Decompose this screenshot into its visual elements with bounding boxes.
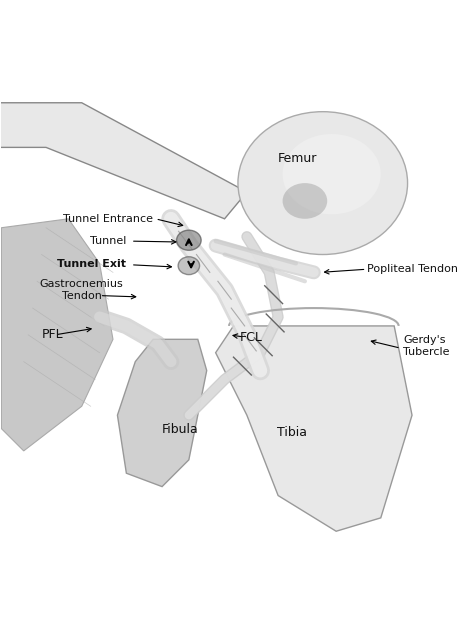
Ellipse shape (238, 112, 408, 254)
Polygon shape (1, 219, 113, 451)
Polygon shape (0, 103, 247, 219)
Ellipse shape (283, 183, 327, 219)
Text: Tibia: Tibia (276, 425, 307, 439)
Text: Tunnel: Tunnel (90, 236, 127, 246)
Text: Fibula: Fibula (162, 423, 198, 436)
Text: FCL: FCL (240, 330, 263, 344)
Polygon shape (118, 339, 207, 487)
Text: Tunnel Entrance: Tunnel Entrance (63, 214, 153, 224)
Text: PFL: PFL (42, 328, 63, 341)
Text: Popliteal Tendon: Popliteal Tendon (367, 264, 458, 275)
Text: Femur: Femur (278, 152, 318, 165)
Ellipse shape (178, 257, 200, 275)
Polygon shape (216, 326, 412, 531)
Ellipse shape (177, 230, 201, 250)
Text: Gerdy's
Tubercle: Gerdy's Tubercle (403, 335, 450, 357)
Text: Tunnel Exit: Tunnel Exit (57, 259, 127, 269)
Text: Gastrocnemius
Tendon: Gastrocnemius Tendon (40, 280, 124, 301)
Ellipse shape (283, 134, 381, 214)
